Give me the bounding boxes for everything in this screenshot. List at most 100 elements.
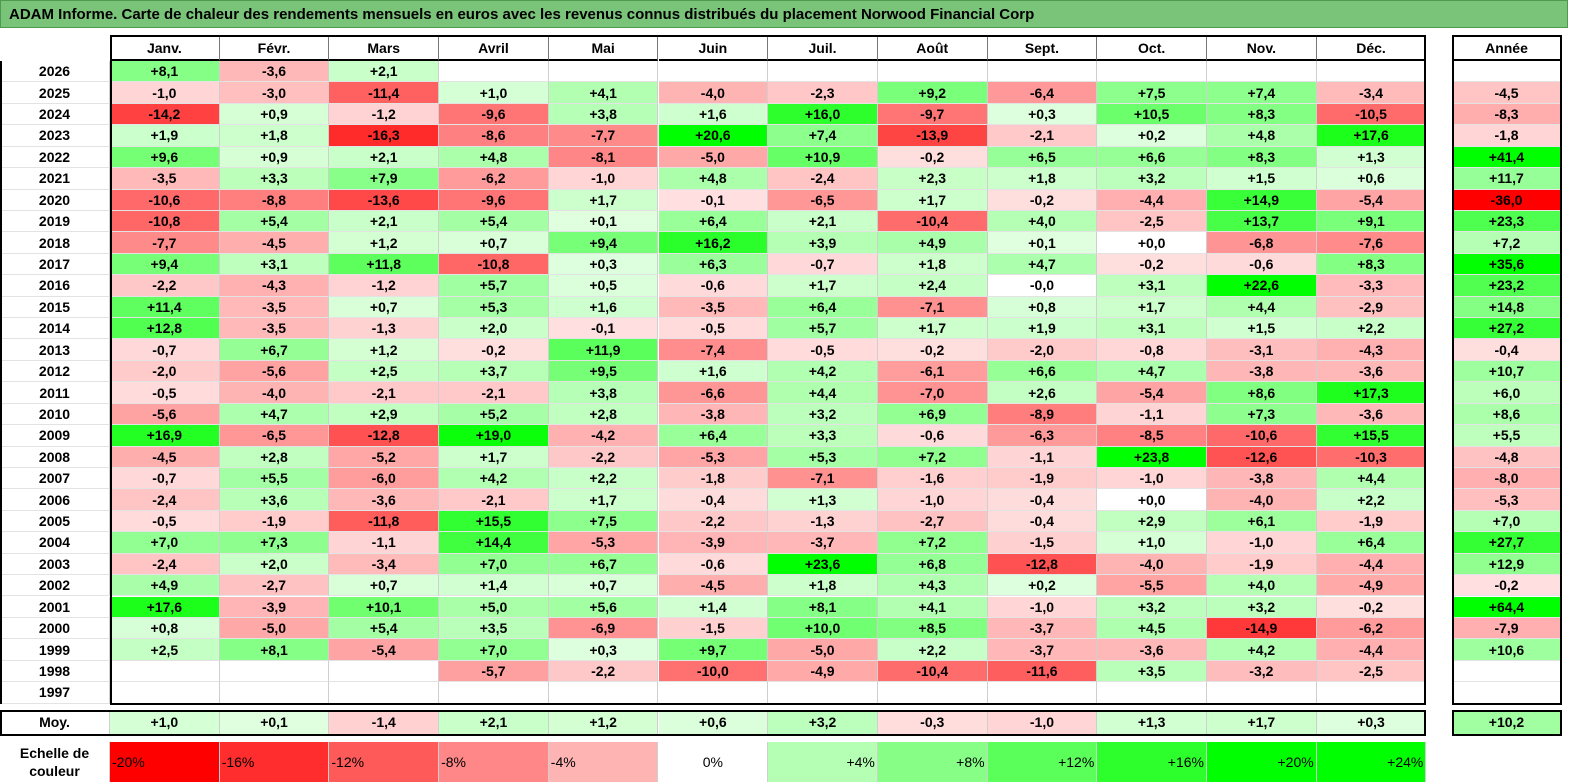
row-year-label: 2015	[0, 296, 110, 319]
annual-cell: +8,6	[1452, 403, 1562, 426]
heat-cell: -3,6	[1097, 639, 1207, 661]
heat-cell: +8,3	[1207, 103, 1317, 126]
heat-cell	[110, 660, 220, 683]
annual-cell: +27,7	[1452, 532, 1562, 554]
heat-cell: +1,2	[329, 339, 440, 361]
heat-cell: +7,4	[768, 125, 878, 147]
heat-cell: -1,0	[877, 489, 988, 511]
heat-cell	[1316, 61, 1427, 83]
heat-cell: +11,9	[548, 339, 659, 361]
year-column-border	[0, 61, 2, 704]
heat-cell: +8,3	[1207, 146, 1317, 169]
heat-cell: -1,0	[987, 596, 1098, 618]
heat-cell: +0,9	[219, 103, 330, 126]
heat-cell: +9,7	[658, 639, 769, 661]
heat-cell: -3,6	[1316, 360, 1427, 383]
heat-cell: +3,5	[1097, 660, 1207, 683]
heat-cell: -2,1	[439, 489, 549, 511]
heat-cell: -6,5	[768, 189, 878, 211]
annual-cell: +10,7	[1452, 360, 1562, 383]
heat-cell: +0,0	[1097, 232, 1207, 254]
heat-cell: -16,3	[329, 125, 440, 147]
heat-cell: +4,4	[768, 382, 878, 404]
heat-cell: +4,2	[439, 467, 549, 490]
heat-cell: -11,4	[329, 82, 440, 104]
heat-cell: -10,5	[1316, 103, 1427, 126]
heat-cell: -5,0	[658, 146, 769, 169]
heat-cell: -4,9	[1316, 575, 1427, 597]
color-scale-swatch: -20%	[110, 741, 220, 782]
heat-cell	[1207, 61, 1317, 83]
heat-cell: +16,0	[768, 103, 878, 126]
heat-cell: +4,0	[1207, 575, 1317, 597]
heat-cell: +6,9	[877, 403, 988, 426]
heat-cell: +1,5	[1207, 318, 1317, 340]
heat-cell: +4,7	[987, 253, 1098, 276]
heat-cell: -7,7	[110, 232, 220, 254]
heat-cell: -3,9	[219, 596, 330, 618]
heat-cell: -12,6	[1207, 446, 1317, 468]
heat-cell: -5,4	[329, 639, 440, 661]
heat-cell	[439, 61, 549, 83]
heat-cell: -1,9	[1207, 553, 1317, 576]
annual-cell: +64,4	[1452, 596, 1562, 618]
annual-cell: +10,6	[1452, 639, 1562, 661]
heat-cell: -10,8	[110, 210, 220, 233]
heat-cell: -2,4	[110, 489, 220, 511]
heat-cell: +16,9	[110, 425, 220, 447]
heat-cell	[1316, 682, 1427, 704]
heat-cell: +0,3	[987, 103, 1098, 126]
heat-cell: -5,6	[110, 403, 220, 426]
heat-cell: +6,6	[1097, 146, 1207, 169]
heat-cell: +6,4	[658, 210, 769, 233]
row-year-label: 2022	[0, 146, 110, 169]
heat-cell: +2,5	[110, 639, 220, 661]
heat-cell	[987, 682, 1098, 704]
annual-cell: +41,4	[1452, 146, 1562, 169]
heat-cell	[219, 660, 330, 683]
heat-cell: +2,9	[329, 403, 440, 426]
annual-cell: +5,5	[1452, 425, 1562, 447]
heat-cell: +3,5	[439, 617, 549, 640]
heat-cell: +5,7	[439, 275, 549, 297]
heat-cell: +17,6	[1316, 125, 1427, 147]
heat-cell: +2,9	[1097, 510, 1207, 533]
row-year-label: 2020	[0, 189, 110, 211]
heat-cell: +2,2	[1316, 489, 1427, 511]
month-header: Mars	[329, 35, 440, 61]
heat-cell: -3,7	[768, 532, 878, 554]
heat-cell	[658, 61, 769, 83]
heat-cell: -13,6	[329, 189, 440, 211]
heat-cell: -5,4	[1097, 382, 1207, 404]
heat-cell: -2,9	[1316, 296, 1427, 319]
heat-cell: +8,3	[1316, 253, 1427, 276]
month-header: Juil.	[768, 35, 878, 61]
heat-cell: -0,7	[110, 467, 220, 490]
heat-cell: +6,4	[1316, 532, 1427, 554]
heat-cell: -3,4	[1316, 82, 1427, 104]
heat-cell: +13,7	[1207, 210, 1317, 233]
heat-cell: +3,2	[1097, 168, 1207, 190]
heat-cell: +0,8	[110, 617, 220, 640]
heat-cell: -3,2	[1207, 660, 1317, 683]
heat-cell: +2,1	[768, 210, 878, 233]
heat-cell: -13,9	[877, 125, 988, 147]
heat-cell: -5,6	[219, 360, 330, 383]
heat-cell: +3,2	[1207, 596, 1317, 618]
heat-cell: -2,5	[1316, 660, 1427, 683]
heat-cell: +4,2	[1207, 639, 1317, 661]
average-cell: +0,1	[219, 709, 330, 736]
heat-cell: -6,5	[219, 425, 330, 447]
heat-cell: +8,1	[110, 61, 220, 83]
heat-cell: +7,0	[110, 532, 220, 554]
heat-cell: -10,6	[1207, 425, 1317, 447]
color-scale-swatch: +8%	[877, 741, 988, 782]
heat-cell: -3,7	[987, 617, 1098, 640]
heat-cell: +7,2	[877, 446, 988, 468]
average-annual-cell: +10,2	[1452, 709, 1562, 736]
row-year-label: 2004	[0, 532, 110, 554]
heat-cell: +3,7	[439, 360, 549, 383]
heat-cell: +1,5	[1207, 168, 1317, 190]
average-cell: +1,3	[1097, 709, 1207, 736]
heat-cell: -10,6	[110, 189, 220, 211]
